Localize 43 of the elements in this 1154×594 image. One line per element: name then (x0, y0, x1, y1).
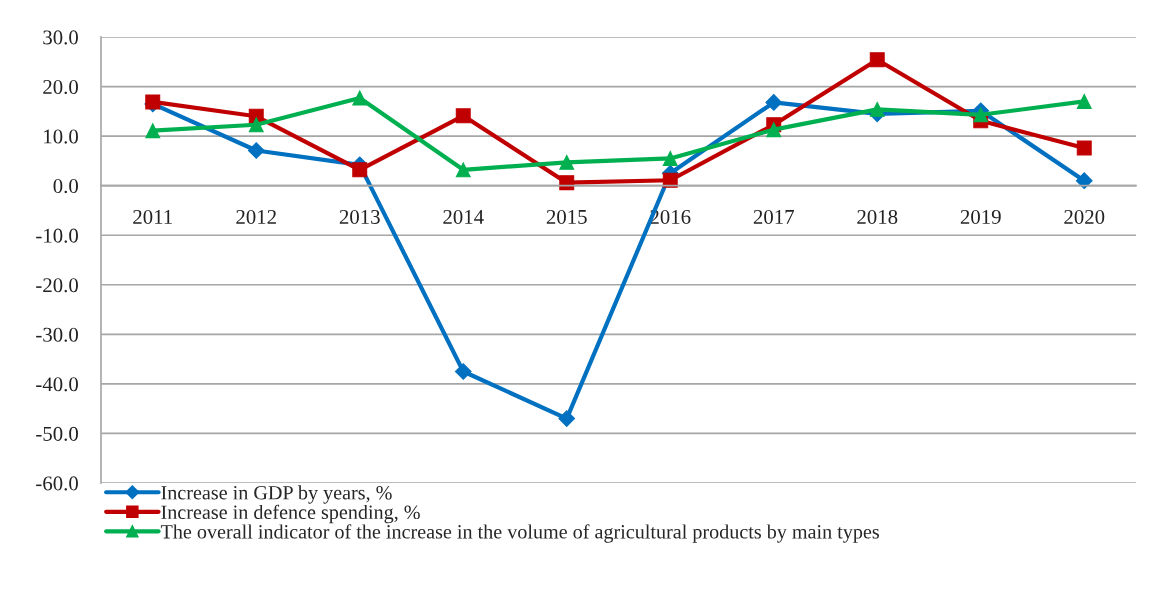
x-tick-label: 2017 (753, 209, 794, 224)
x-tick-label: 2019 (960, 209, 1001, 224)
point (662, 172, 678, 188)
point (662, 150, 678, 166)
point (766, 122, 782, 138)
point (455, 108, 471, 124)
point (454, 363, 472, 380)
y-tick-label: -20.0 (36, 278, 78, 293)
point (1076, 93, 1092, 109)
point (559, 175, 575, 191)
x-tick-label: 2018 (857, 209, 898, 224)
point (248, 117, 264, 133)
x-tick-label: 2011 (133, 209, 172, 224)
point (559, 154, 575, 170)
point (352, 90, 368, 106)
y-tick-label: 20.0 (43, 79, 78, 95)
y-tick-label: -60.0 (36, 476, 78, 491)
point (765, 94, 783, 111)
y-tick-label: -50.0 (36, 426, 78, 441)
point (145, 123, 161, 139)
legend-label: The overall indicator of the increase in the volume of agricultural products by main types (160, 524, 879, 543)
y-tick-label: 0.0 (53, 179, 78, 194)
point (247, 142, 265, 159)
y-tick-label: -40.0 (36, 377, 78, 392)
point (869, 101, 885, 117)
point (558, 410, 576, 427)
legend-label: Increase in defence spending, % (161, 504, 420, 524)
point (1075, 172, 1093, 190)
point (973, 107, 989, 123)
point (455, 162, 471, 178)
point (869, 52, 885, 68)
x-tick-label: 2013 (339, 209, 380, 224)
x-tick-label: 2014 (443, 209, 484, 224)
y-tick-label: -30.0 (36, 327, 78, 342)
y-tick-label: 30.0 (43, 30, 78, 45)
legend-label: Increase in GDP by years, % (161, 485, 392, 504)
point (1076, 140, 1092, 156)
x-tick-label: 2015 (546, 209, 587, 224)
point (352, 162, 368, 178)
x-tick-label: 2012 (236, 209, 276, 224)
y-tick-label: -10.0 (36, 228, 78, 243)
y-tick-label: 10.0 (44, 129, 78, 144)
x-tick-label: 2020 (1064, 209, 1105, 224)
